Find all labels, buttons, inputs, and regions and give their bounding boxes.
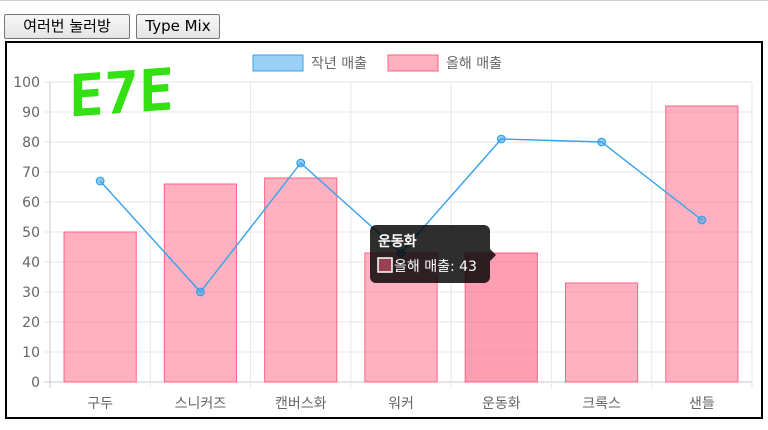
y-tick-label: 10	[22, 345, 40, 361]
y-tick-label: 60	[22, 195, 40, 211]
legend-swatch	[387, 54, 439, 72]
line-point-1[interactable]	[95, 176, 105, 186]
x-tick-label: 캔버스화	[275, 396, 327, 412]
random-click-button[interactable]: 여러번 눌러방	[4, 14, 130, 39]
y-tick-label: 70	[22, 165, 40, 181]
legend-item-1[interactable]: 작년 매출	[252, 54, 367, 72]
y-tick-label: 20	[22, 315, 40, 331]
line-point-5[interactable]	[496, 134, 506, 144]
x-tick-label: 샌들	[689, 396, 715, 412]
legend-label: 작년 매출	[311, 56, 367, 72]
y-tick-label: 90	[22, 105, 40, 121]
x-tick-label: 구두	[87, 396, 113, 412]
line-point-3[interactable]	[296, 158, 306, 168]
y-tick-label: 100	[13, 75, 40, 91]
x-tick-label: 운동화	[482, 396, 521, 412]
tooltip-caret	[490, 249, 496, 261]
tooltip-swatch	[377, 257, 393, 273]
y-tick-label: 0	[31, 375, 40, 391]
bar-7[interactable]	[665, 105, 739, 383]
tooltip-label: 올해 매출: 43	[394, 259, 477, 275]
tooltip-title: 운동화	[378, 234, 417, 250]
tooltip-box	[370, 225, 490, 283]
logo-text: E7E	[69, 55, 174, 130]
bar-3[interactable]	[264, 177, 338, 383]
x-tick-label: 스니커즈	[175, 396, 227, 412]
legend-label: 올해 매출	[446, 56, 502, 72]
bar-1[interactable]	[63, 231, 137, 383]
y-tick-label: 40	[22, 255, 40, 271]
y-tick-label: 80	[22, 135, 40, 151]
x-tick-label: 워커	[388, 396, 414, 412]
chart-frame: 0 10 20 30 40 50 60 70 80 90 100 구두 스니커즈 캔버스화 워커 운동화 크록스…	[5, 41, 763, 419]
x-tick-label: 크록스	[582, 396, 621, 412]
bar-2[interactable]	[163, 183, 238, 383]
top-border	[0, 0, 768, 1]
line-point-7[interactable]	[697, 215, 707, 225]
y-tick-label: 30	[22, 285, 40, 301]
type-mix-button[interactable]: Type Mix	[136, 14, 220, 39]
line-point-2[interactable]	[196, 287, 205, 297]
y-tick-label: 50	[22, 225, 40, 241]
line-point-6[interactable]	[597, 137, 606, 147]
bar-6[interactable]	[564, 282, 639, 383]
legend-swatch	[252, 54, 304, 72]
legend-item-2[interactable]: 올해 매출	[387, 54, 502, 72]
